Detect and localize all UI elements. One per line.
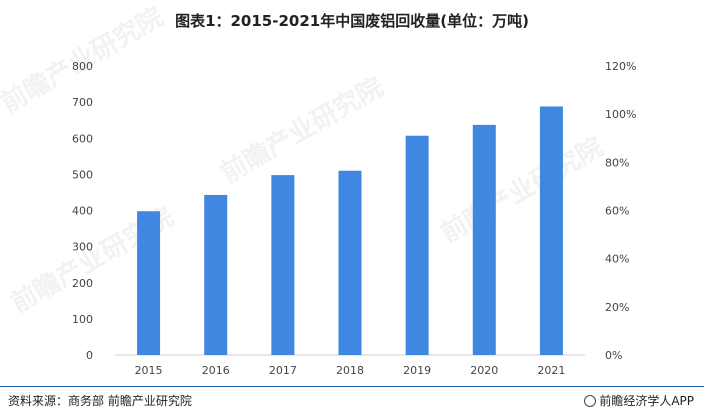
y2-tick-label: 20% xyxy=(605,301,629,314)
bar-2017 xyxy=(271,175,295,355)
bar-2020 xyxy=(472,124,496,355)
bar-2018 xyxy=(338,170,362,355)
brand-logo-icon xyxy=(584,395,597,407)
x-tick-label: 2016 xyxy=(202,364,230,377)
y-tick-label: 500 xyxy=(72,168,93,181)
x-tick-label: 2017 xyxy=(269,364,297,377)
brand-text: 前瞻经济学人APP xyxy=(599,394,694,408)
y2-tick-label: 100% xyxy=(605,108,636,121)
y2-tick-label: 120% xyxy=(605,60,636,73)
y-tick-label: 800 xyxy=(72,60,93,73)
y-tick-label: 200 xyxy=(72,277,93,290)
footer-divider xyxy=(0,386,704,387)
y2-tick-label: 40% xyxy=(605,253,629,266)
bar-2016 xyxy=(204,194,228,355)
y2-tick-label: 60% xyxy=(605,205,629,218)
bar-2015 xyxy=(137,211,161,355)
brand-label: 前瞻经济学人APP xyxy=(584,392,694,409)
source-note: 资料来源：商务部 前瞻产业研究院 xyxy=(8,394,192,408)
y2-tick-label: 80% xyxy=(605,156,629,169)
x-tick-label: 2019 xyxy=(403,364,431,377)
bar-2019 xyxy=(405,135,429,355)
y2-tick-label: 0% xyxy=(605,349,622,362)
chart-title: 图表1：2015-2021年中国废铝回收量(单位：万吨) xyxy=(175,12,529,30)
x-tick-label: 2020 xyxy=(470,364,498,377)
y-tick-label: 100 xyxy=(72,313,93,326)
y-tick-label: 0 xyxy=(86,349,93,362)
y-tick-label: 300 xyxy=(72,241,93,254)
x-tick-label: 2015 xyxy=(135,364,163,377)
x-tick-label: 2018 xyxy=(336,364,364,377)
y-tick-label: 600 xyxy=(72,132,93,145)
y-tick-label: 400 xyxy=(72,205,93,218)
x-tick-label: 2021 xyxy=(537,364,565,377)
y-tick-label: 700 xyxy=(72,96,93,109)
bar-2021 xyxy=(539,106,563,356)
